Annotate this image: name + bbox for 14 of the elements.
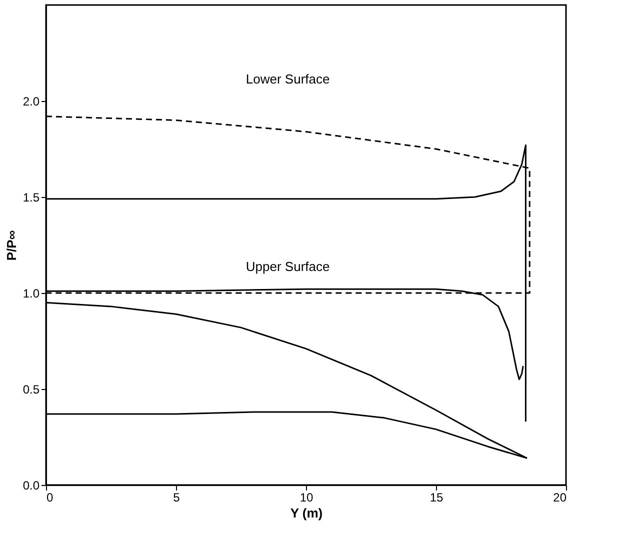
x-tick-label: 0: [46, 490, 54, 504]
x-tick-label: 5: [173, 490, 180, 504]
y-tick-label: 2.0: [22, 94, 40, 108]
x-axis-title: Y (m): [290, 506, 323, 520]
y-tick-label: 1.0: [22, 286, 40, 300]
x-tick-label: 20: [553, 490, 567, 504]
y-axis-title: P/P∞: [4, 230, 19, 261]
annotation: Upper Surface: [246, 258, 330, 274]
y-tick-label: 0.0: [22, 478, 40, 492]
annotation: Lower Surface: [246, 72, 330, 87]
x-tick-label: 10: [300, 490, 314, 504]
y-tick-label: 1.5: [22, 190, 40, 204]
y-tick-label: 0.5: [22, 382, 40, 396]
x-tick-label: 15: [430, 490, 444, 504]
